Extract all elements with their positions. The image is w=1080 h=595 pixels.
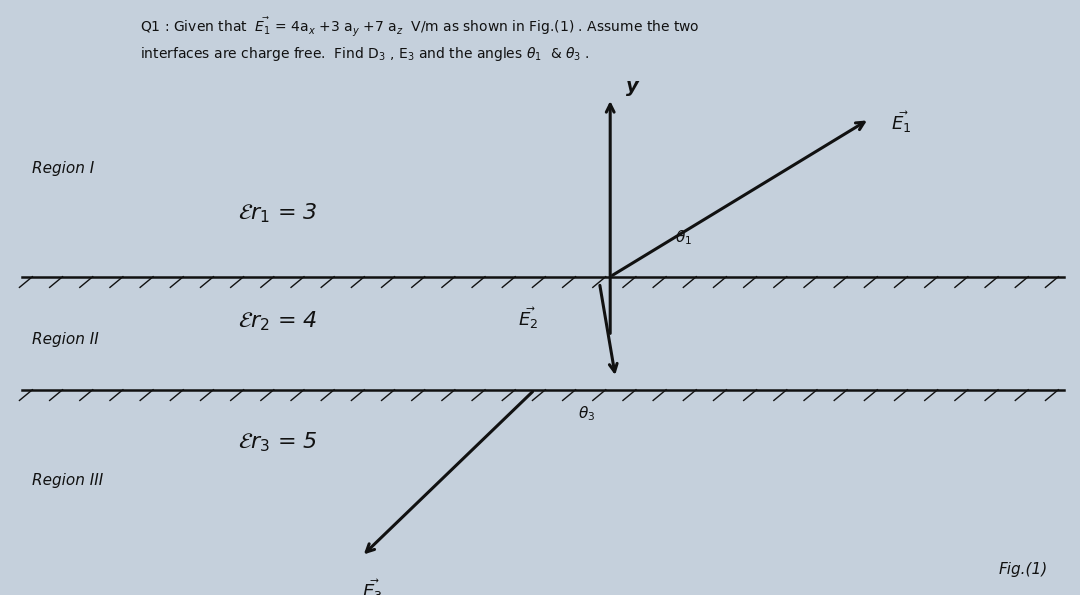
Text: $\vec{E_1}$: $\vec{E_1}$ — [891, 109, 912, 135]
Text: Region II: Region II — [32, 331, 99, 347]
Text: $\mathcal{E}$r$_2$ = 4: $\mathcal{E}$r$_2$ = 4 — [238, 309, 318, 333]
Text: $\mathcal{E}$r$_1$ = 3: $\mathcal{E}$r$_1$ = 3 — [238, 201, 318, 224]
Text: $\theta_3$: $\theta_3$ — [578, 404, 595, 423]
Text: Region III: Region III — [32, 473, 104, 488]
Text: $\mathcal{E}$r$_3$ = 5: $\mathcal{E}$r$_3$ = 5 — [238, 430, 318, 453]
Text: $\theta_1$: $\theta_1$ — [675, 228, 692, 248]
Text: Q1 : Given that  $\vec{E_1}$ = 4a$_x$ +3 a$_y$ +7 a$_z$  V/m as shown in Fig.(1): Q1 : Given that $\vec{E_1}$ = 4a$_x$ +3 … — [140, 15, 700, 38]
Text: $\vec{E_3}$: $\vec{E_3}$ — [363, 577, 382, 595]
Text: Fig.(1): Fig.(1) — [998, 562, 1048, 577]
Text: y: y — [626, 77, 639, 96]
Text: $\vec{E_2}$: $\vec{E_2}$ — [518, 305, 539, 331]
Text: Region I: Region I — [32, 161, 95, 176]
Text: interfaces are charge free.  Find D$_3$ , E$_3$ and the angles $\theta_1$  & $\t: interfaces are charge free. Find D$_3$ ,… — [140, 45, 590, 62]
